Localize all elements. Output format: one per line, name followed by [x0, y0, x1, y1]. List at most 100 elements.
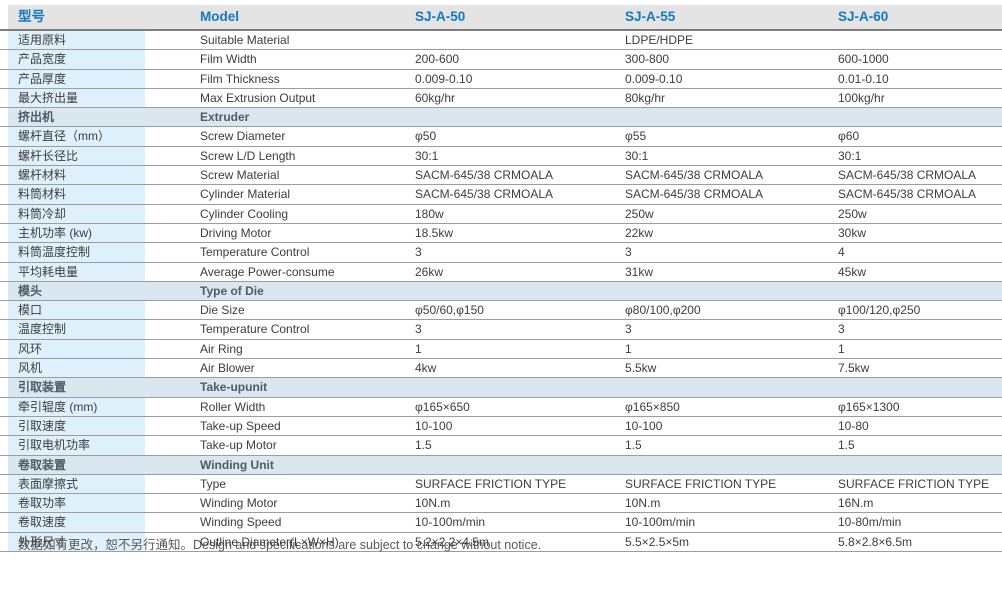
label-cell-background: [8, 204, 145, 223]
value-cell: SACM-645/38 CRMOALA: [625, 187, 764, 202]
row-label-en: Take-up Speed: [200, 418, 281, 433]
section-row-background: [8, 378, 1002, 397]
disclaimer-note: 数据如有更改，恕不另行通知。Design and specifications …: [18, 538, 542, 552]
value-cell: SACM-645/38 CRMOALA: [625, 168, 764, 183]
table-row: 产品宽度 Film Width 200-600 300-800 600-1000: [0, 50, 1002, 70]
row-label-en: Winding Unit: [200, 457, 274, 472]
value-cell: 4kw: [415, 361, 437, 376]
value-cell: 1.5: [625, 438, 642, 453]
table-row: 牵引辊度 (mm) Roller Width φ165×650 φ165×850 φ16…: [0, 397, 1002, 417]
table-row: 料筒温度控制 Temperature Control 3 3 4: [0, 243, 1002, 263]
row-label-en: Temperature Control: [200, 245, 310, 260]
value-cell: 3: [625, 322, 632, 337]
value-cell: 5.8×2.8×6.5m: [838, 534, 913, 549]
row-label-cn: 料筒冷却: [18, 206, 67, 221]
value-cell: φ50: [415, 129, 437, 144]
row-label-cn: 卷取速度: [18, 515, 67, 530]
label-cell-background: [8, 69, 145, 88]
row-label-cn: 适用原料: [18, 33, 67, 47]
value-cell: 4: [838, 245, 845, 260]
row-label-cn: 引取装置: [18, 380, 67, 395]
value-cell: 26kw: [415, 264, 444, 279]
value-cell: 16N.m: [838, 496, 874, 511]
value-cell: 200-600: [415, 52, 460, 67]
row-label-en: Type of Die: [200, 283, 264, 298]
row-label-cn: 牵引辊度 (mm): [18, 399, 98, 414]
value-cell: 5.5kw: [625, 361, 657, 376]
value-cell: 10-100m/min: [415, 515, 486, 530]
value-cell: 3: [838, 322, 845, 337]
row-label-cn: 卷取装置: [18, 457, 67, 472]
label-cell-background: [8, 50, 145, 69]
row-label-en: Film Thickness: [200, 71, 280, 86]
section-row: 卷取装置 Winding Unit: [0, 455, 1002, 475]
table-row: 最大挤出量 Max Extrusion Output 60kg/hr 80kg/hr 1…: [0, 88, 1002, 109]
row-label-en: Air Blower: [200, 361, 255, 376]
table-row: 螺杆材料 Screw Material SACM-645/38 CRMOALA SAC…: [0, 166, 1002, 186]
value-cell: 3: [625, 245, 632, 260]
row-label-cn: 卷取功率: [18, 496, 67, 511]
value-cell: SACM-645/38 CRMOALA: [415, 168, 554, 183]
label-cell-background: [8, 474, 145, 494]
row-label-en: Air Ring: [200, 341, 243, 356]
section-row-background: [8, 455, 1002, 474]
row-label-en: Temperature Control: [200, 322, 310, 337]
value-cell: 60kg/hr: [415, 90, 456, 105]
row-label-en: Take-up Motor: [200, 438, 277, 453]
row-label-en: Winding Speed: [200, 515, 282, 530]
value-cell: 3: [415, 322, 422, 337]
label-cell-background: [8, 127, 145, 146]
value-cell: 31kw: [625, 264, 654, 279]
value-cell: 0.009-0.10: [415, 71, 473, 86]
label-cell-background: [8, 146, 145, 166]
table-row: 风机 Air Blower 4kw 5.5kw 7.5kw: [0, 359, 1002, 379]
row-label-en: Outline Diameter(L×W×H): [200, 534, 339, 549]
row-label-cn: 产品宽度: [18, 52, 67, 67]
value-cell: 10-100: [625, 418, 663, 433]
value-cell: φ165×850: [625, 399, 680, 414]
value-cell: 5.5×2.5×5m: [625, 534, 690, 549]
value-cell: LDPE/HDPE: [625, 33, 694, 47]
value-cell: 3: [415, 245, 422, 260]
table-row: 引取电机功率 Take-up Motor 1.5 1.5 1.5: [0, 436, 1002, 456]
value-cell: 10-100: [415, 418, 453, 433]
value-cell: 0.01-0.10: [838, 71, 889, 86]
row-label-cn: 温度控制: [18, 322, 67, 337]
value-cell: φ55: [625, 129, 647, 144]
row-label-cn: 料筒材料: [18, 187, 67, 202]
row-label-cn: 主机功率 (kw): [18, 225, 92, 240]
value-cell: 1: [415, 341, 422, 356]
row-label-cn: 螺杆直径（mm）: [18, 129, 110, 144]
row-label-cn: 产品厚度: [18, 71, 67, 86]
table-row: 模口 Die Size φ50/60,φ150 φ80/100,φ200 φ100/12…: [0, 301, 1002, 321]
section-row-background: [8, 281, 1002, 301]
value-cell: 18.5kw: [415, 225, 454, 240]
value-cell: 10-100m/min: [625, 515, 696, 530]
label-cell-background: [8, 339, 145, 359]
section-row: 引取装置 Take-upunit: [0, 378, 1002, 398]
row-label-en: Screw Material: [200, 168, 280, 183]
row-label-en: Take-upunit: [200, 380, 268, 395]
row-label-cn: 螺杆长径比: [18, 148, 79, 163]
row-label-cn: 风环: [18, 341, 43, 356]
row-label-en: Extruder: [200, 110, 250, 125]
table-row: 产品厚度 Film Thickness 0.009-0.10 0.009-0.10 0.…: [0, 69, 1002, 89]
section-row: 挤出机 Extruder: [0, 108, 1002, 128]
value-cell: 22kw: [625, 225, 654, 240]
table-row: 外形尺寸 Outline Diameter(L×W×H) 5.2×2.2×4.5m 5…: [0, 532, 1002, 553]
value-cell: 1.5: [415, 438, 432, 453]
label-cell-background: [8, 532, 145, 552]
header-model-en: Model: [200, 9, 239, 24]
value-cell: 5.2×2.2×4.5m: [415, 534, 490, 549]
header-model-sj-a-60: SJ-A-60: [838, 9, 889, 24]
table-header-row: 型号 Model SJ-A-50 SJ-A-55 SJ-A-60: [0, 5, 1002, 31]
row-label-en: Suitable Material: [200, 33, 290, 47]
row-label-cn: 挤出机: [18, 110, 55, 125]
header-background: [8, 5, 1002, 29]
value-cell: SURFACE FRICTION TYPE: [415, 476, 567, 491]
table-row: 表面摩擦式 Type SURFACE FRICTION TYPE SURFACE FR…: [0, 474, 1002, 495]
value-cell: 7.5kw: [838, 361, 870, 376]
row-label-cn: 外形尺寸: [18, 534, 67, 549]
value-cell: SACM-645/38 CRMOALA: [415, 187, 554, 202]
